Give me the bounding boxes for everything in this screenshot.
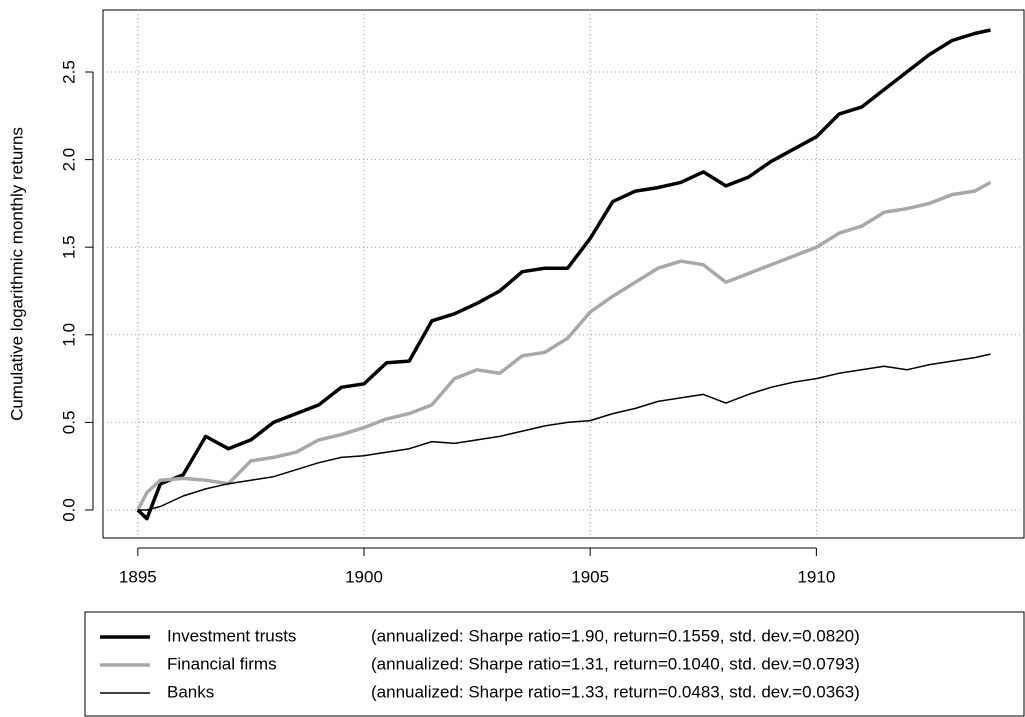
legend-label: Investment trusts — [167, 626, 296, 645]
plot-frame — [102, 9, 1025, 539]
x-tick-label: 1895 — [119, 567, 157, 586]
x-tick-label: 1900 — [345, 567, 383, 586]
x-tick-label: 1905 — [571, 567, 609, 586]
series-line — [137, 353, 991, 511]
y-tick-label: 2.0 — [59, 148, 78, 172]
legend-note: (annualized: Sharpe ratio=1.90, return=0… — [371, 626, 860, 645]
legend-note: (annualized: Sharpe ratio=1.31, return=0… — [371, 654, 860, 673]
y-tick-label: 2.5 — [59, 60, 78, 84]
y-tick-label: 0.5 — [59, 411, 78, 435]
legend-box — [84, 611, 1025, 717]
y-tick-label: 1.5 — [59, 235, 78, 259]
legend-label: Financial firms — [167, 654, 277, 673]
series-line — [136, 180, 992, 511]
series-line — [136, 28, 991, 521]
y-tick-label: 1.0 — [59, 323, 78, 347]
x-tick-label: 1910 — [797, 567, 835, 586]
y-axis-label: Cumulative logarithmic monthly returns — [7, 127, 26, 421]
legend-note: (annualized: Sharpe ratio=1.33, return=0… — [371, 682, 860, 701]
y-tick-label: 0.0 — [59, 498, 78, 522]
legend-label: Banks — [167, 682, 214, 701]
